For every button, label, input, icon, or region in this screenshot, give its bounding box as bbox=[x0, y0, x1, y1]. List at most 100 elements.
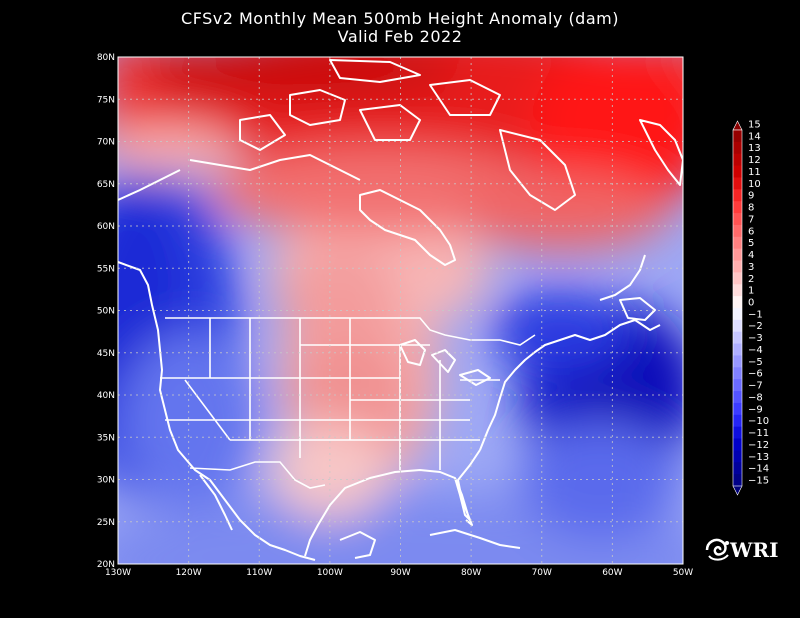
colorbar-label: 4 bbox=[748, 250, 754, 261]
colorbar-label: −1 bbox=[748, 309, 763, 320]
colorbar-label: −12 bbox=[748, 440, 769, 451]
alaska-coast bbox=[118, 169, 181, 201]
colorbar-label: −13 bbox=[748, 452, 769, 463]
colorbar-label: −7 bbox=[748, 381, 763, 392]
y-tick-label: 20N bbox=[97, 560, 115, 570]
anomaly-field bbox=[118, 57, 683, 564]
colorbar-label: 7 bbox=[748, 214, 754, 225]
colorbar-label: 14 bbox=[748, 131, 761, 142]
colorbar-swatch bbox=[733, 379, 742, 392]
east-coast bbox=[479, 319, 661, 451]
colorbar-swatch bbox=[733, 402, 742, 416]
x-tick-label: 120W bbox=[176, 568, 202, 578]
colorbar: 1514131211109876543210−1−2−3−4−5−6−7−8−9… bbox=[732, 120, 769, 496]
colorbar-swatch bbox=[733, 236, 742, 250]
y-tick-label: 35N bbox=[97, 433, 115, 443]
x-tick-label: 130W bbox=[105, 568, 131, 578]
colorbar-label: −5 bbox=[748, 357, 763, 368]
y-tick-label: 70N bbox=[97, 138, 115, 148]
y-axis-ticks: 20N 25N 30N 35N 40N 45N 50N 55N 60N 65N 70N 75N 80N bbox=[97, 53, 115, 570]
y-tick-label: 45N bbox=[97, 349, 115, 359]
wri-swirl-icon bbox=[705, 538, 729, 561]
wri-logo: WRI bbox=[703, 534, 793, 564]
y-tick-label: 75N bbox=[97, 95, 115, 105]
colorbar-min-arrow bbox=[732, 485, 743, 496]
wri-logo-text: WRI bbox=[730, 538, 779, 562]
colorbar-swatch bbox=[733, 308, 742, 321]
colorbar-swatch bbox=[733, 224, 742, 238]
greenland-edge bbox=[639, 119, 683, 186]
colorbar-swatch bbox=[733, 248, 742, 262]
colorbar-swatch bbox=[733, 391, 742, 404]
colorbar-swatch bbox=[733, 367, 742, 380]
colorbar-swatch bbox=[733, 462, 742, 475]
colorbar-swatch bbox=[733, 153, 742, 167]
y-tick-label: 65N bbox=[97, 180, 115, 190]
y-tick-label: 30N bbox=[97, 476, 115, 486]
colorbar-swatch bbox=[733, 414, 742, 428]
colorbar-swatch bbox=[733, 260, 742, 273]
colorbar-label: −10 bbox=[748, 416, 769, 427]
us-canada-border bbox=[165, 317, 536, 346]
colorbar-label: −15 bbox=[748, 476, 769, 487]
colorbar-swatch bbox=[733, 331, 742, 345]
colorbar-label: 8 bbox=[748, 203, 754, 214]
colorbar-swatch bbox=[733, 450, 742, 463]
colorbar-label: −3 bbox=[748, 333, 763, 344]
newfoundland bbox=[619, 297, 656, 321]
colorbar-swatch bbox=[733, 426, 742, 440]
baffin-island bbox=[499, 129, 576, 211]
y-tick-label: 25N bbox=[97, 518, 115, 528]
colorbar-swatch bbox=[733, 177, 742, 190]
colorbar-label: 9 bbox=[748, 191, 754, 202]
title-line-2: Valid Feb 2022 bbox=[337, 27, 463, 46]
colorbar-label: −2 bbox=[748, 321, 763, 332]
title-line-1: CFSv2 Monthly Mean 500mb Height Anomaly … bbox=[181, 9, 619, 28]
state-lines bbox=[160, 318, 500, 470]
us-mexico-border bbox=[189, 461, 326, 489]
colorbar-swatch bbox=[733, 130, 742, 143]
colorbar-label: 3 bbox=[748, 262, 754, 273]
x-tick-label: 80W bbox=[461, 568, 481, 578]
y-tick-label: 80N bbox=[97, 53, 115, 63]
colorbar-swatch bbox=[733, 319, 742, 333]
arctic-islands-3 bbox=[429, 79, 501, 116]
chart-title: CFSv2 Monthly Mean 500mb Height Anomaly … bbox=[0, 10, 800, 46]
y-tick-label: 60N bbox=[97, 222, 115, 232]
colorbar-label: 10 bbox=[748, 179, 761, 190]
colorbar-label: −9 bbox=[748, 404, 763, 415]
arctic-mainland-coast bbox=[189, 154, 361, 181]
colorbar-label: −11 bbox=[748, 428, 769, 439]
colorbar-label: 15 bbox=[748, 120, 761, 131]
arctic-islands-5 bbox=[329, 59, 421, 83]
colorbar-label: 2 bbox=[748, 274, 754, 285]
colorbar-swatch bbox=[733, 213, 742, 226]
y-tick-label: 55N bbox=[97, 264, 115, 274]
x-tick-label: 110W bbox=[246, 568, 272, 578]
arctic-islands-1 bbox=[289, 89, 346, 126]
map-frame bbox=[117, 56, 684, 565]
colorbar-label: −4 bbox=[748, 345, 763, 356]
arctic-islands-4 bbox=[239, 114, 286, 151]
colorbar-max-arrow bbox=[732, 120, 743, 131]
x-tick-label: 60W bbox=[602, 568, 622, 578]
colorbar-swatch bbox=[733, 284, 742, 297]
colorbar-label: 11 bbox=[748, 167, 761, 178]
florida bbox=[454, 477, 473, 526]
x-tick-label: 90W bbox=[390, 568, 410, 578]
colorbar-swatch bbox=[733, 141, 742, 155]
colorbar-label: −8 bbox=[748, 392, 763, 403]
colorbar-outline bbox=[732, 129, 743, 487]
colorbar-swatch bbox=[733, 343, 742, 356]
cuba bbox=[429, 529, 521, 549]
labrador-coast bbox=[599, 254, 646, 301]
colorbar-swatch bbox=[733, 438, 742, 451]
hudson-bay bbox=[359, 189, 456, 266]
coastlines bbox=[118, 59, 683, 561]
colorbar-label: 0 bbox=[748, 298, 754, 309]
west-coast bbox=[118, 261, 316, 561]
colorbar-swatch bbox=[733, 272, 742, 285]
arctic-islands-2 bbox=[359, 104, 421, 141]
y-tick-label: 40N bbox=[97, 391, 115, 401]
